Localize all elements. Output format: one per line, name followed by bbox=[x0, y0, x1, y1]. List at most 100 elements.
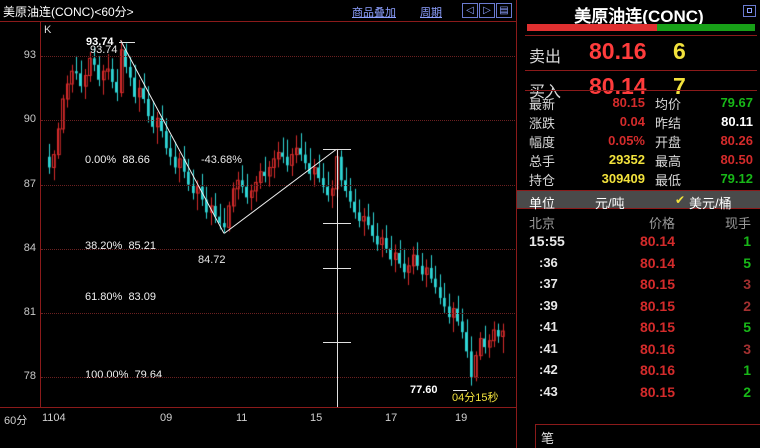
tick-volume: 1 bbox=[743, 233, 751, 249]
time-axis: 60分 1104 09 11 15 17 19 bbox=[0, 408, 516, 448]
fib-label-2: 61.80% 83.09 bbox=[85, 291, 156, 303]
tick-list[interactable]: 15:55 80.14 1:36 80.14 5:37 80.15 3:39 80.15 2:4… bbox=[517, 231, 760, 403]
stat-value-right: 79.12 bbox=[720, 171, 753, 186]
tick-time: :39 bbox=[539, 297, 558, 313]
peak-callout-label: 93.74 bbox=[86, 36, 114, 48]
unit-selector-row: 单位 元/吨 ✔ 美元/桶 bbox=[517, 190, 760, 211]
stat-row: 幅度 0.05% 开盘 80.26 bbox=[517, 130, 760, 150]
tick-time: :43 bbox=[539, 383, 558, 399]
stat-label-left: 涨跌 bbox=[529, 116, 556, 131]
stat-label-left: 幅度 bbox=[529, 135, 556, 150]
prev-arrow-icon[interactable]: ◁ bbox=[462, 3, 478, 18]
y-tick-1: 90 bbox=[23, 113, 36, 126]
split-view-icon[interactable]: ▤ bbox=[496, 3, 512, 18]
tick-row[interactable]: :42 80.16 1 bbox=[517, 360, 760, 382]
low-callout-label: 77.60 bbox=[410, 384, 438, 396]
fib-tick-2 bbox=[322, 268, 351, 270]
tick-volume: 3 bbox=[743, 276, 751, 292]
grid-line bbox=[41, 312, 517, 314]
unit-label: 单位 bbox=[529, 196, 556, 211]
ask-label: 卖出 bbox=[529, 49, 562, 66]
fib-label-1: 38.20% 85.21 bbox=[85, 240, 156, 252]
candlestick-canvas bbox=[41, 22, 517, 407]
low-arrow-icon bbox=[453, 390, 468, 391]
x-axis-divider bbox=[0, 407, 516, 408]
tick-col-volume: 现手 bbox=[724, 216, 751, 231]
commodity-overlay-link[interactable]: 商品叠加 bbox=[352, 7, 396, 19]
next-arrow-icon[interactable]: ▷ bbox=[479, 3, 495, 18]
stat-value-left: 309409 bbox=[601, 171, 645, 186]
footer-tab-ticks[interactable]: 笔 bbox=[541, 431, 555, 446]
restore-window-icon[interactable] bbox=[743, 5, 756, 17]
tick-price: 80.14 bbox=[639, 233, 675, 249]
stat-label-right: 昨结 bbox=[655, 116, 682, 131]
tick-row[interactable]: :37 80.15 3 bbox=[517, 274, 760, 296]
fib-tick-1 bbox=[322, 222, 351, 224]
fib-label-0: 0.00% 88.66 bbox=[85, 154, 150, 166]
unit-option-usd-barrel[interactable]: 美元/桶 bbox=[689, 196, 732, 211]
grid-line bbox=[41, 377, 517, 379]
tick-row[interactable]: :41 80.16 3 bbox=[517, 339, 760, 361]
x-tick-5: 19 bbox=[455, 412, 468, 424]
countdown-label: 04分15秒 bbox=[452, 392, 499, 404]
footer-divider-left bbox=[535, 424, 536, 448]
y-tick-0: 93 bbox=[23, 49, 36, 62]
ask-row: 卖出 80.16 6 bbox=[517, 36, 760, 70]
bid-price: 80.14 bbox=[589, 73, 647, 99]
fib-tick-0 bbox=[322, 149, 351, 151]
check-icon: ✔ bbox=[675, 193, 686, 207]
chart-nav-buttons: ◁ ▷ ▤ bbox=[462, 3, 512, 18]
quote-panel: 美原油连(CONC) 卖出 80.16 6 买入 80.14 7 最新 80.15… bbox=[516, 0, 760, 448]
quote-divider-3 bbox=[525, 90, 757, 91]
unit-option-cny-ton[interactable]: 元/吨 bbox=[595, 196, 625, 211]
x-tick-2: 11 bbox=[236, 412, 248, 424]
tick-price: 80.15 bbox=[639, 297, 675, 314]
grid-line bbox=[41, 248, 517, 250]
stat-row: 最新 80.15 均价 79.67 bbox=[517, 92, 760, 112]
y-tick-4: 81 bbox=[23, 305, 36, 318]
tick-time: :37 bbox=[539, 276, 558, 291]
bid-ask-ratio-bar bbox=[527, 24, 755, 31]
stat-value-right: 80.11 bbox=[721, 114, 753, 129]
tick-row[interactable]: :39 80.15 2 bbox=[517, 296, 760, 318]
quote-title: 美原油连(CONC) bbox=[574, 7, 704, 26]
tick-time: 15:55 bbox=[529, 233, 565, 249]
x-tick-3: 15 bbox=[310, 412, 323, 424]
period-link[interactable]: 周期 bbox=[420, 7, 442, 19]
fib-tick-3 bbox=[322, 341, 351, 343]
fib-label-3: 100.00% 79.64 bbox=[85, 369, 163, 381]
tick-table-header: 北京 价格 现手 bbox=[517, 211, 760, 231]
chart-title: 美原油连(CONC)<60分> bbox=[3, 5, 134, 19]
tick-volume: 5 bbox=[743, 254, 751, 271]
quote-divider-2 bbox=[525, 70, 757, 71]
tick-col-price: 价格 bbox=[648, 216, 675, 231]
tick-price: 80.14 bbox=[639, 254, 675, 271]
tick-row[interactable]: 15:55 80.14 1 bbox=[517, 231, 760, 253]
trough-price-label: 84.72 bbox=[198, 254, 226, 266]
tick-row[interactable]: :41 80.15 5 bbox=[517, 317, 760, 339]
tick-price: 80.16 bbox=[639, 340, 675, 357]
peak-arrow-icon bbox=[119, 42, 135, 43]
stat-label-left: 最新 bbox=[529, 97, 556, 112]
stat-value-left: 0.05% bbox=[608, 133, 645, 148]
tick-price: 80.16 bbox=[639, 362, 675, 378]
tick-row[interactable]: :43 80.15 2 bbox=[517, 382, 760, 404]
tick-volume: 2 bbox=[743, 297, 751, 314]
tick-price: 80.15 bbox=[639, 319, 675, 335]
toolbar-divider bbox=[0, 21, 516, 22]
k-chart-label: K bbox=[44, 24, 52, 36]
price-plot[interactable]: 0.00% 88.66 38.20% 85.21 61.80% 83.09 10… bbox=[40, 22, 517, 407]
tick-time: :41 bbox=[539, 319, 558, 334]
stat-label-right: 最高 bbox=[655, 154, 682, 169]
stat-label-right: 均价 bbox=[655, 97, 682, 112]
tick-col-time: 北京 bbox=[529, 216, 556, 231]
stat-value-left: 0.04 bbox=[619, 114, 645, 129]
peak-price-chart-label: 93.74 bbox=[90, 44, 118, 56]
bid-row: 买入 80.14 7 bbox=[517, 71, 760, 105]
stat-value-right: 80.50 bbox=[720, 152, 753, 167]
x-tick-0: 1104 bbox=[42, 412, 66, 424]
x-tick-4: 17 bbox=[385, 412, 398, 424]
stat-value-right: 80.26 bbox=[720, 133, 753, 148]
tick-row[interactable]: :36 80.14 5 bbox=[517, 253, 760, 275]
grid-line bbox=[41, 56, 517, 58]
